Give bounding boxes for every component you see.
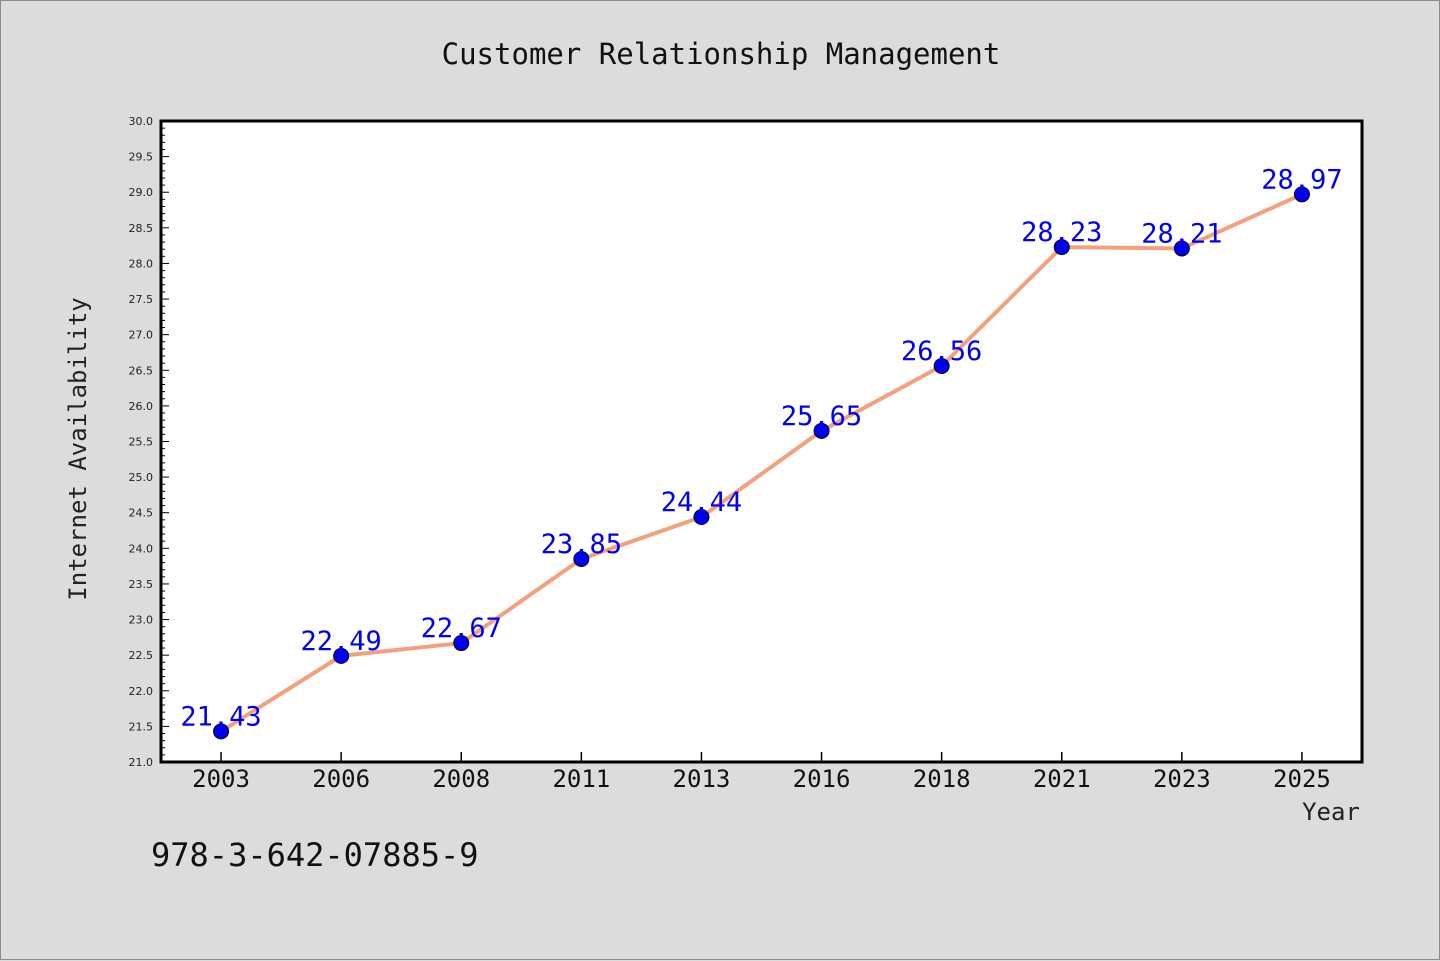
- x-tick-label: 2013: [673, 765, 731, 793]
- data-label: 28.97: [1261, 164, 1342, 195]
- y-tick-label: 23.0: [129, 614, 154, 627]
- x-tick-label: 2021: [1033, 765, 1091, 793]
- data-point: [1053, 239, 1070, 256]
- series-layer: 21.43 22.49 22.67 23.85 24.44 25.65 26.56 28.23…: [180, 164, 1343, 740]
- y-tick-label: 21.5: [129, 720, 154, 733]
- data-label: 24.44: [661, 487, 742, 518]
- data-point: [813, 422, 830, 439]
- x-tick-label: 2003: [192, 765, 250, 793]
- y-tick-label: 29.0: [129, 186, 154, 199]
- y-tick-label: 26.0: [129, 400, 154, 413]
- data-label: 23.85: [541, 529, 622, 560]
- y-tick-label: 28.5: [129, 222, 154, 235]
- x-tick-label: 2008: [432, 765, 490, 793]
- y-tick-label: 22.5: [129, 649, 154, 662]
- y-tick-label: 22.0: [129, 685, 154, 698]
- x-axis: 2003 2006 2008 2011 2013 2016 2018 2021 2023 2025: [192, 752, 1331, 793]
- x-tick-label: 2016: [793, 765, 851, 793]
- y-tick-label: 26.5: [129, 364, 154, 377]
- data-point: [453, 635, 470, 652]
- data-label: 28.23: [1021, 217, 1102, 248]
- data-label: 22.67: [421, 613, 502, 644]
- y-tick-label: 23.5: [129, 578, 154, 591]
- data-label: 21.43: [180, 701, 261, 732]
- y-tick-label: 24.0: [129, 542, 154, 555]
- y-tick-label: 29.5: [129, 151, 154, 164]
- y-tick-label: 21.0: [129, 756, 154, 769]
- x-tick-label: 2025: [1273, 765, 1331, 793]
- y-tick-label: 27.5: [129, 293, 154, 306]
- x-tick-label: 2006: [312, 765, 370, 793]
- y-tick-label: 25.5: [129, 436, 154, 449]
- y-tick-label: 28.0: [129, 257, 154, 270]
- y-tick-label: 24.5: [129, 507, 154, 520]
- data-point: [213, 723, 230, 740]
- y-tick-label: 27.0: [129, 329, 154, 342]
- data-label: 22.49: [301, 626, 382, 657]
- plot-frame: [159, 119, 1364, 764]
- data-label: 26.56: [901, 336, 982, 367]
- data-point: [1293, 186, 1310, 203]
- data-point: [933, 358, 950, 375]
- plot-area: [161, 121, 1362, 762]
- y-tick-label: 25.0: [129, 471, 154, 484]
- data-point: [573, 551, 590, 568]
- x-tick-label: 2011: [552, 765, 610, 793]
- series-line: [219, 192, 1304, 734]
- y-axis-title: Internet Availability: [64, 297, 92, 600]
- isbn-footer: 978-3-642-07885-9: [151, 836, 479, 874]
- chart-title: Customer Relationship Management: [442, 37, 1001, 71]
- x-tick-label: 2023: [1153, 765, 1211, 793]
- data-point: [1173, 240, 1190, 257]
- x-axis-title: Year: [1302, 798, 1360, 826]
- data-point: [693, 508, 710, 525]
- data-point: [333, 647, 350, 664]
- y-tick-label: 30.0: [129, 115, 154, 128]
- data-label: 28.21: [1141, 218, 1222, 249]
- data-label: 25.65: [781, 401, 862, 432]
- x-tick-label: 2018: [913, 765, 971, 793]
